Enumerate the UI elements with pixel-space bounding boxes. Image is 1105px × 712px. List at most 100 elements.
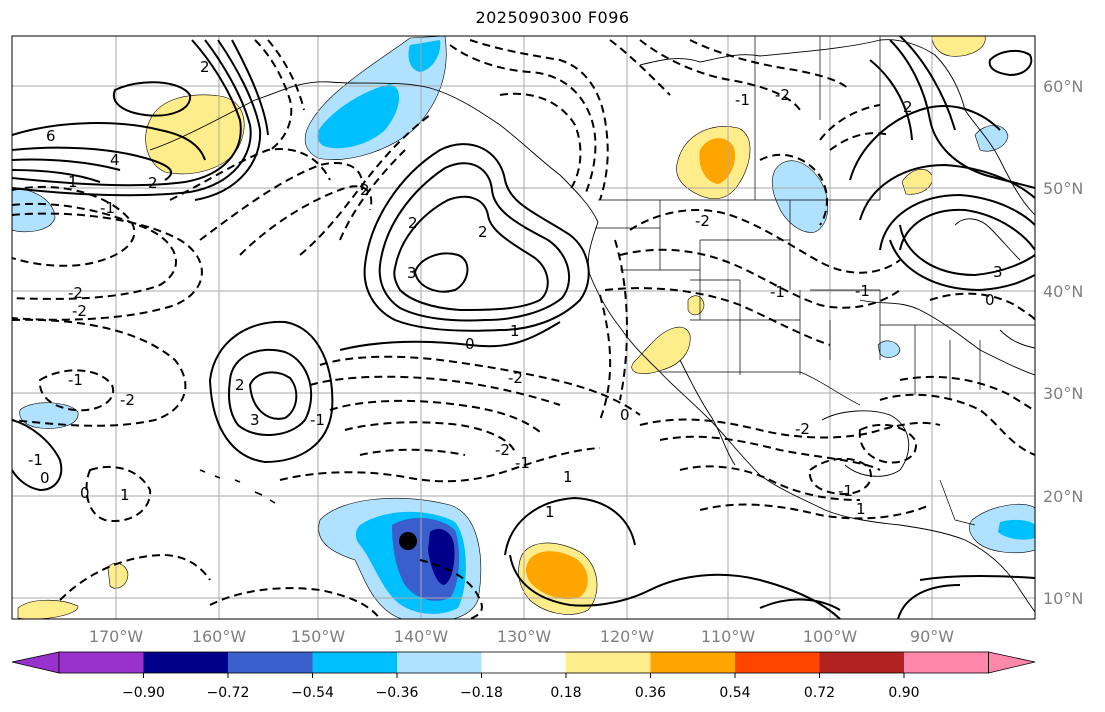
negative-anomaly-hawaii-core <box>428 528 455 585</box>
contour-label: 1 <box>120 486 130 504</box>
contour-label: -1 <box>735 91 750 109</box>
colorbar-tick-label: 0.18 <box>550 685 581 701</box>
lat-label: 10°N <box>1043 589 1083 608</box>
contour-label: 1 <box>856 500 866 518</box>
contour-label: -1 <box>838 482 853 500</box>
colorbar-tick-label: 0.90 <box>888 685 919 701</box>
contour-label: 3 <box>250 411 260 429</box>
positive-anomaly-small-2 <box>107 562 129 589</box>
negative-anomaly-gulf <box>877 340 901 358</box>
contour-label: 1 <box>545 503 555 521</box>
contour-label: -2 <box>775 86 790 104</box>
lat-label: 30°N <box>1043 384 1083 403</box>
map-frame <box>11 35 1036 620</box>
colorbar-bin <box>397 652 482 673</box>
contour-label: -2 <box>495 441 510 459</box>
positive-contours <box>12 36 1035 619</box>
negative-anomaly-hudson <box>974 125 1009 152</box>
lon-label: 120°W <box>600 627 655 646</box>
contour-label: -2 <box>795 420 810 438</box>
contour-label: 0 <box>465 335 475 353</box>
lon-label: 100°W <box>803 627 858 646</box>
colorbar-tick-label: −0.72 <box>207 685 250 701</box>
contour-label: 2 <box>903 98 913 116</box>
contour-label: 2 <box>148 174 158 192</box>
colorbar-bin <box>228 652 313 673</box>
contour-label: 0 <box>985 291 995 309</box>
positive-anomaly-arctic <box>931 36 986 57</box>
contour-label: 2 <box>200 58 210 76</box>
contour-label: 1 <box>563 468 573 486</box>
contour-label: 1 <box>510 322 520 340</box>
contour-label: -1 <box>68 371 83 389</box>
contour-label: 1 <box>68 173 78 191</box>
contour-label: -2 <box>72 302 87 320</box>
negative-anomaly-caribbean-core <box>998 519 1035 540</box>
lon-label: 90°W <box>910 627 954 646</box>
negative-contours <box>12 39 1035 619</box>
lon-label: 170°W <box>89 627 144 646</box>
lon-label: 150°W <box>291 627 346 646</box>
contour-label: 2 <box>478 223 488 241</box>
negative-anomaly-west <box>12 189 56 233</box>
contour-label: -1 <box>515 454 530 472</box>
contour-label: 3 <box>407 264 417 282</box>
contour-label: 0 <box>40 469 50 487</box>
colorbar: −0.90 −0.72 −0.54 −0.36 −0.18 0.18 0.36 … <box>11 651 1036 701</box>
colorbar-ticks <box>143 673 905 678</box>
positive-anomaly-tropic-core <box>525 551 588 600</box>
positive-anomaly-north-core <box>699 138 736 184</box>
colorbar-tick-label: 0.72 <box>804 685 835 701</box>
colorbar-extend-high <box>988 651 1036 674</box>
latitude-labels: 60°N 50°N 40°N 30°N 20°N 10°N <box>1043 77 1083 608</box>
contour-label: 2 <box>235 376 245 394</box>
colorbar-tick-label: −0.18 <box>460 685 503 701</box>
colorbar-frame <box>58 651 989 674</box>
contour-label: -1 <box>100 199 115 217</box>
lon-label: 130°W <box>497 627 552 646</box>
negative-anomaly-west-2 <box>19 402 79 429</box>
contour-label: -2 <box>695 212 710 230</box>
longitude-labels: 170°W 160°W 150°W 140°W 130°W 120°W 110°… <box>89 627 954 646</box>
lat-label: 40°N <box>1043 282 1083 301</box>
lon-label: 160°W <box>192 627 247 646</box>
colorbar-tick-label: 0.36 <box>635 685 666 701</box>
contour-labels: 6 4 2 1 -1 -2 3 2 -2 -1 2 3 -1 0 1 -2 -2… <box>28 58 1003 521</box>
colorbar-bin <box>312 652 397 673</box>
negative-anomaly-core-2 <box>408 40 441 72</box>
contour-label: 6 <box>46 127 56 145</box>
lat-label: 60°N <box>1043 77 1083 96</box>
colorbar-bin <box>143 652 228 673</box>
colorbar-bin <box>904 652 989 673</box>
contour-label: -1 <box>310 411 325 429</box>
colorbar-tick-label: −0.90 <box>122 685 165 701</box>
colorbar-bin <box>566 652 651 673</box>
contour-label: 2 <box>408 214 418 232</box>
positive-anomaly-small-3 <box>17 599 79 619</box>
contour-label: 0 <box>620 406 630 424</box>
positive-anomaly-socal <box>631 326 691 374</box>
colorbar-extend-low <box>11 651 60 674</box>
contour-label: -1 <box>855 282 870 300</box>
lat-label: 50°N <box>1043 179 1083 198</box>
lon-label: 110°W <box>701 627 756 646</box>
colorbar-bin <box>819 652 904 673</box>
colorbar-bin <box>735 652 820 673</box>
contour-label: 2 <box>360 181 370 199</box>
contour-label: 0 <box>80 484 90 502</box>
contour-label: 4 <box>110 151 120 169</box>
colorbar-tick-label: −0.36 <box>376 685 419 701</box>
map-title: 2025090300 F096 <box>475 8 630 27</box>
storm-center-marker <box>399 532 417 550</box>
colorbar-tick-label: 0.54 <box>719 685 750 701</box>
contour-label: -2 <box>508 369 523 387</box>
contour-label: -1 <box>770 283 785 301</box>
negative-anomaly-gulf-alaska-core <box>317 84 400 149</box>
lat-label: 20°N <box>1043 487 1083 506</box>
colorbar-bin <box>650 652 735 673</box>
negative-anomaly-canada <box>771 160 829 233</box>
contour-label: -2 <box>120 391 135 409</box>
map-plot-area: 6 4 2 1 -1 -2 3 2 -2 -1 2 3 -1 0 1 -2 -2… <box>12 36 1035 619</box>
colorbar-bin <box>481 652 566 673</box>
